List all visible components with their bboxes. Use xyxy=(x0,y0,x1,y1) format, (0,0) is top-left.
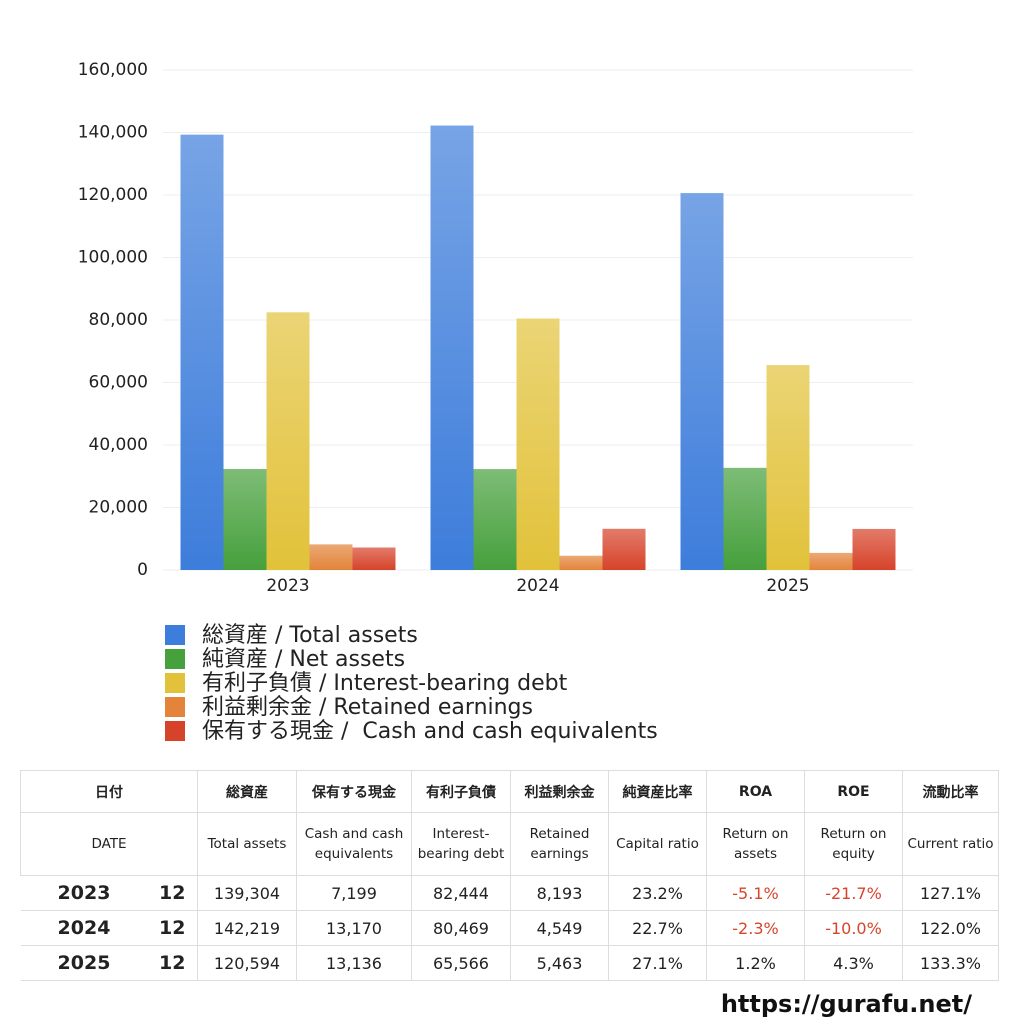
header-cell: 日付 xyxy=(20,770,198,813)
header-cell: 流動比率 xyxy=(902,770,999,813)
value-cell: 80,469 xyxy=(411,910,511,946)
bar xyxy=(766,365,810,570)
y-tick-label: 80,000 xyxy=(89,310,148,330)
y-tick-label: 160,000 xyxy=(78,60,148,80)
legend-swatch xyxy=(165,697,185,717)
value-cell: 4.3% xyxy=(804,945,903,981)
data-row: 2024 12 142,219 13,170 80,469 4,549 22.7% -2.3%… xyxy=(20,910,999,946)
y-tick-label: 60,000 xyxy=(89,373,148,393)
legend-label: 有利子負債 / Interest-bearing debt xyxy=(202,671,568,696)
value-cell: 13,170 xyxy=(296,910,412,946)
value-cell: 82,444 xyxy=(411,875,511,911)
legend-swatch xyxy=(165,721,185,741)
y-tick-label: 40,000 xyxy=(89,435,148,455)
year-cell: 2024 xyxy=(20,910,148,946)
legend-swatch xyxy=(165,649,185,669)
value-cell: 127.1% xyxy=(902,875,999,911)
value-cell: 122.0% xyxy=(902,910,999,946)
x-tick-label: 2024 xyxy=(516,576,559,596)
bar xyxy=(180,134,224,571)
header-row: DATE Total assets Cash and cash equivalent… xyxy=(20,812,999,876)
x-tick-label: 2025 xyxy=(766,576,809,596)
header-cell: ROA xyxy=(706,770,805,813)
header-cell: Interest-bearing debt xyxy=(411,812,511,876)
legend-label: 純資産 / Net assets xyxy=(202,647,405,672)
x-tick-label: 2023 xyxy=(266,576,309,596)
value-cell: 23.2% xyxy=(608,875,707,911)
value-cell: 7,199 xyxy=(296,875,412,911)
value-cell: 142,219 xyxy=(197,910,297,946)
data-row: 2025 12 120,594 13,136 65,566 5,463 27.1% 1.2% 4… xyxy=(20,945,999,981)
value-cell: -10.0% xyxy=(804,910,903,946)
footer-url: https://gurafu.net/ xyxy=(720,990,972,1018)
value-cell: 120,594 xyxy=(197,945,297,981)
value-cell: 13,136 xyxy=(296,945,412,981)
value-cell: 27.1% xyxy=(608,945,707,981)
header-cell: Total assets xyxy=(197,812,297,876)
legend-label: 利益剰余金 / Retained earnings xyxy=(202,695,533,720)
bar xyxy=(223,469,267,570)
header-row: 日付 総資産 保有する現金 有利子負債 利益剰余金 純資産比率 ROA ROE 流動比率 xyxy=(20,770,999,813)
header-cell: 保有する現金 xyxy=(296,770,412,813)
header-cell: 総資産 xyxy=(197,770,297,813)
header-cell: Current ratio xyxy=(902,812,999,876)
legend-swatch xyxy=(165,673,185,693)
value-cell: 5,463 xyxy=(510,945,609,981)
y-tick-label: 140,000 xyxy=(78,123,148,143)
month-cell: 12 xyxy=(147,910,198,946)
header-cell: 有利子負債 xyxy=(411,770,511,813)
chart: 0 20,000 40,000 60,000 80,000 100,000 120,000 1… xyxy=(78,60,913,744)
month-cell: 12 xyxy=(147,945,198,981)
header-cell: 純資産比率 xyxy=(608,770,707,813)
header-cell: 利益剰余金 xyxy=(510,770,609,813)
value-cell: 139,304 xyxy=(197,875,297,911)
y-tick-label: 100,000 xyxy=(78,248,148,268)
bar xyxy=(723,467,767,570)
y-tick-label: 0 xyxy=(137,560,148,580)
header-cell: Return on assets xyxy=(706,812,805,876)
bar xyxy=(473,469,517,570)
value-cell: 133.3% xyxy=(902,945,999,981)
legend-swatch xyxy=(165,625,185,645)
year-cell: 2025 xyxy=(20,945,148,981)
header-cell: ROE xyxy=(804,770,903,813)
legend-label: 総資産 / Total assets xyxy=(202,623,418,648)
value-cell: 4,549 xyxy=(510,910,609,946)
header-cell: Retained earnings xyxy=(510,812,609,876)
bar xyxy=(559,555,603,570)
value-cell: -5.1% xyxy=(706,875,805,911)
header-cell: DATE xyxy=(20,812,198,876)
data-row: 2023 12 139,304 7,199 82,444 8,193 23.2% -5.1% -… xyxy=(20,875,999,911)
header-cell: Return on equity xyxy=(804,812,903,876)
data-table: 日付 総資産 保有する現金 有利子負債 利益剰余金 純資産比率 ROA ROE 流動比率 DATE… xyxy=(20,770,999,981)
bar xyxy=(516,318,560,570)
bar xyxy=(602,528,646,570)
bar xyxy=(680,193,724,571)
header-cell: Capital ratio xyxy=(608,812,707,876)
y-tick-label: 120,000 xyxy=(78,185,148,205)
month-cell: 12 xyxy=(147,875,198,911)
value-cell: 1.2% xyxy=(706,945,805,981)
bar xyxy=(352,547,396,570)
header-cell: Cash and cash equivalents xyxy=(296,812,412,876)
bar xyxy=(309,544,353,570)
bar xyxy=(809,552,853,570)
legend-label: 保有する現金 / Cash and cash equivalents xyxy=(202,719,658,744)
value-cell: 22.7% xyxy=(608,910,707,946)
value-cell: 8,193 xyxy=(510,875,609,911)
bar xyxy=(266,312,310,570)
value-cell: 65,566 xyxy=(411,945,511,981)
value-cell: -2.3% xyxy=(706,910,805,946)
bar xyxy=(852,528,896,570)
year-cell: 2023 xyxy=(20,875,148,911)
bar xyxy=(430,125,474,571)
value-cell: -21.7% xyxy=(804,875,903,911)
y-tick-label: 20,000 xyxy=(89,498,148,518)
